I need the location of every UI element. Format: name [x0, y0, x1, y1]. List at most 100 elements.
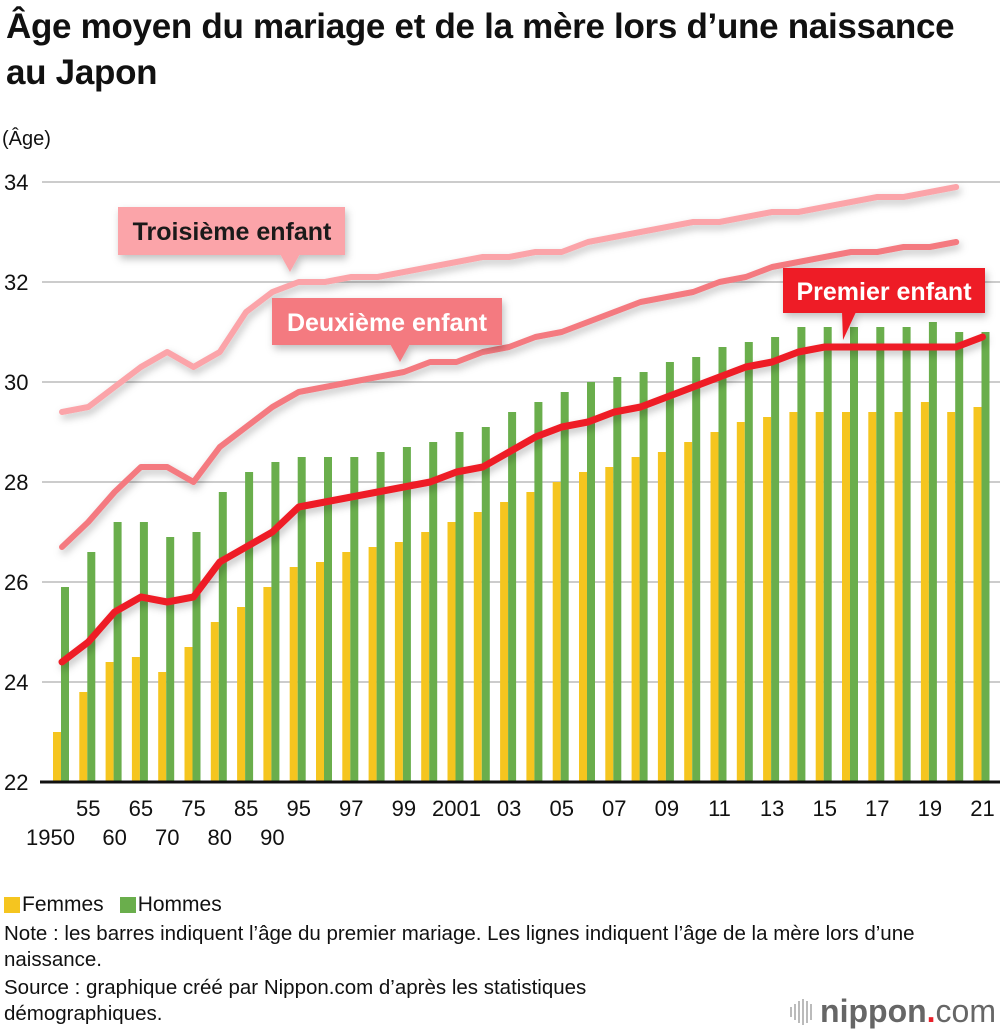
bar-women: [447, 522, 456, 782]
x-tick-label: 07: [602, 796, 626, 821]
nippon-logo: nippon. com: [790, 993, 996, 1030]
bar-women: [79, 692, 88, 782]
logo-name: nippon: [820, 993, 927, 1029]
sound-wave-icon: [790, 998, 813, 1025]
x-tick-label: 03: [497, 796, 521, 821]
bar-women: [53, 732, 61, 782]
x-tick-label: 21: [970, 796, 994, 821]
legend-swatch-men: [119, 897, 136, 913]
y-tick-label: 32: [4, 270, 28, 295]
bar-women: [158, 672, 167, 782]
callout-second-child-label: Deuxième enfant: [287, 309, 488, 337]
bar-women: [368, 547, 377, 782]
bar-men: [245, 472, 254, 782]
y-tick-label: 28: [4, 470, 28, 495]
bar-women: [842, 412, 850, 782]
bar-women: [920, 402, 929, 782]
x-tick-label: 95: [286, 796, 310, 821]
bar-men: [639, 372, 648, 782]
bar-women: [736, 422, 745, 782]
bar-men: [981, 332, 990, 782]
bar-men: [271, 462, 280, 782]
bar-men: [166, 537, 175, 782]
bar-women: [684, 442, 693, 782]
x-tick-label: 09: [655, 796, 679, 821]
chart-source: Source : graphique créé par Nippon.com d…: [4, 976, 587, 1025]
callout-first-child: [783, 268, 985, 340]
bar-men: [402, 447, 411, 782]
bar-women: [184, 647, 193, 782]
bar-men: [350, 457, 359, 782]
bar-men: [718, 347, 727, 782]
x-tick-label: 13: [760, 796, 784, 821]
bar-men: [534, 402, 543, 782]
bar-men: [902, 327, 911, 782]
bar-men: [61, 587, 69, 782]
bar-men: [218, 492, 227, 782]
x-tick-label: 1950: [26, 825, 75, 850]
logo-suffix: com: [935, 993, 996, 1029]
bar-women: [552, 482, 561, 782]
bar-women: [394, 542, 403, 782]
bar-men: [587, 382, 595, 782]
chart-note: Note : les barres indiquent l’âge du pre…: [4, 922, 915, 971]
bar-men: [429, 442, 438, 782]
bar-women: [763, 417, 772, 782]
bar-men: [955, 332, 964, 782]
bar-women: [500, 502, 509, 782]
legend-swatch-women: [4, 897, 20, 913]
legend-label-women: Femmes: [22, 893, 104, 916]
x-tick-label: 55: [76, 796, 100, 821]
legend: Femmes Hommes: [4, 893, 222, 917]
line-first-child: [58, 333, 986, 666]
x-tick-label: 05: [549, 796, 573, 821]
bar-men: [508, 412, 517, 782]
bar-women: [605, 467, 614, 782]
bar-women: [316, 562, 324, 782]
bar-women: [631, 457, 640, 782]
bar-women: [579, 472, 587, 782]
x-tick-label: 19: [918, 796, 942, 821]
logo-dot: .: [926, 993, 936, 1029]
x-tick-label: 85: [234, 796, 258, 821]
bar-men: [324, 457, 332, 782]
bar-men: [744, 342, 753, 782]
bar-women: [815, 412, 824, 782]
callout-third-child: [118, 207, 345, 272]
bar-women: [947, 412, 956, 782]
legend-label-men: Hommes: [137, 893, 222, 916]
x-tick-label: 15: [812, 796, 836, 821]
bar-men: [850, 327, 858, 782]
bar-women: [973, 407, 982, 782]
bar-women: [342, 552, 351, 782]
x-tick-label: 60: [102, 825, 126, 850]
bar-women: [105, 662, 114, 782]
bar-men: [376, 452, 385, 782]
bar-men: [455, 432, 464, 782]
bar-women: [710, 432, 719, 782]
bar-women: [289, 567, 298, 782]
y-tick-label: 30: [4, 370, 28, 395]
bar-men: [771, 337, 780, 782]
bar-women: [263, 587, 272, 782]
y-tick-label: 24: [4, 670, 28, 695]
bar-men: [113, 522, 122, 782]
bar-men: [928, 322, 937, 782]
y-tick-label: 26: [4, 570, 28, 595]
bar-men: [613, 377, 622, 782]
x-tick-label: 90: [260, 825, 284, 850]
bar-men: [192, 532, 201, 782]
y-axis-label: (Âge): [2, 128, 51, 150]
bar-men: [560, 392, 569, 782]
bar-women: [526, 492, 535, 782]
bar-women: [237, 607, 246, 782]
bar-men: [876, 327, 885, 782]
bar-men: [139, 522, 148, 782]
bar-women: [131, 657, 140, 782]
legend-item-women: Femmes: [4, 893, 104, 917]
x-tick-label: 99: [392, 796, 416, 821]
callout-second-child: [272, 298, 502, 362]
bar-women: [657, 452, 666, 782]
x-tick-label: 2001: [432, 796, 481, 821]
chart-title: Âge moyen du mariage et de la mère lors …: [6, 7, 955, 92]
